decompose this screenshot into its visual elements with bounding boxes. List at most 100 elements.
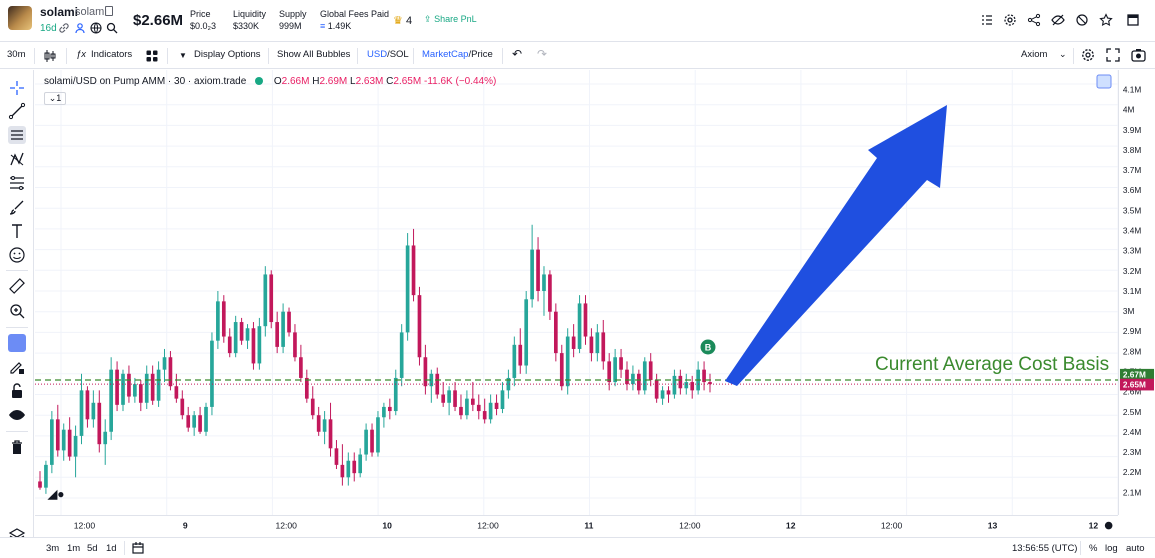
eye-icon[interactable] xyxy=(8,406,26,424)
candle[interactable] xyxy=(536,237,540,302)
candle[interactable] xyxy=(465,390,469,420)
candle[interactable] xyxy=(589,328,594,362)
candle[interactable] xyxy=(387,398,392,420)
candle[interactable] xyxy=(376,411,380,457)
candle[interactable] xyxy=(293,324,297,362)
list-icon[interactable] xyxy=(980,13,994,27)
candle[interactable] xyxy=(642,357,647,395)
trend-line-icon[interactable] xyxy=(8,102,26,120)
candle[interactable] xyxy=(637,369,641,395)
candle[interactable] xyxy=(316,406,321,436)
star-icon[interactable] xyxy=(1099,13,1113,27)
candle[interactable] xyxy=(204,402,208,436)
candle[interactable] xyxy=(257,317,262,370)
candle[interactable] xyxy=(571,324,576,358)
candle[interactable] xyxy=(577,295,582,354)
candle[interactable] xyxy=(530,224,534,308)
candle[interactable] xyxy=(287,307,291,337)
candle[interactable] xyxy=(554,303,558,362)
globe-icon[interactable] xyxy=(90,22,102,34)
link-icon[interactable] xyxy=(58,22,70,34)
candlestick-chart[interactable]: B ◢● xyxy=(35,70,1118,515)
candle[interactable] xyxy=(382,402,386,428)
candle[interactable] xyxy=(281,303,285,354)
candle[interactable] xyxy=(423,344,428,395)
buy-marker[interactable]: B xyxy=(700,339,716,355)
candle[interactable] xyxy=(186,406,191,432)
candle[interactable] xyxy=(61,423,66,461)
usd-option[interactable]: USD xyxy=(367,49,388,60)
candle[interactable] xyxy=(115,361,119,412)
candle[interactable] xyxy=(346,452,351,486)
timezone-marker[interactable] xyxy=(1104,521,1113,530)
redo-icon[interactable]: ↷ xyxy=(537,47,548,61)
brush-icon[interactable] xyxy=(8,198,26,216)
currency-toggle[interactable]: USD/SOL xyxy=(367,49,409,60)
candle[interactable] xyxy=(482,398,487,424)
candle[interactable] xyxy=(67,417,72,461)
candle[interactable] xyxy=(613,348,617,387)
log-toggle[interactable]: log xyxy=(1105,543,1118,554)
magnet-icon[interactable] xyxy=(8,334,26,352)
candle[interactable] xyxy=(470,382,475,412)
candle[interactable] xyxy=(275,311,280,354)
candle[interactable] xyxy=(328,402,333,457)
lock-icon[interactable] xyxy=(8,382,26,400)
show-all-bubbles-button[interactable]: Show All Bubbles xyxy=(277,49,351,60)
candle[interactable] xyxy=(654,373,659,403)
candle[interactable] xyxy=(399,324,404,387)
candle[interactable] xyxy=(702,361,706,391)
metric-toggle[interactable]: MarketCap/Price xyxy=(422,49,493,60)
candle[interactable] xyxy=(358,448,363,478)
candle[interactable] xyxy=(97,390,102,453)
candle[interactable] xyxy=(263,266,268,337)
candle[interactable] xyxy=(150,365,155,405)
candle[interactable] xyxy=(453,382,457,412)
candle[interactable] xyxy=(85,386,90,428)
range-5d[interactable]: 5d xyxy=(87,543,98,554)
range-1d[interactable]: 1d xyxy=(106,543,117,554)
fib-icon[interactable] xyxy=(8,174,26,192)
candle[interactable] xyxy=(44,460,48,494)
candle[interactable] xyxy=(79,373,84,445)
hide-icon[interactable] xyxy=(1051,13,1065,27)
trash-icon[interactable] xyxy=(8,438,26,456)
candle[interactable] xyxy=(192,411,196,436)
price-option[interactable]: /Price xyxy=(468,49,493,60)
candle[interactable] xyxy=(631,365,635,391)
price-axis[interactable]: 4.1M 4M 3.9M 3.8M 3.7M 3.6M 3.5M 3.4M 3.3M 3.2M 3.… xyxy=(1118,70,1155,515)
percent-toggle[interactable]: % xyxy=(1089,543,1098,554)
candle[interactable] xyxy=(595,324,600,362)
candle[interactable] xyxy=(269,270,274,329)
time-axis[interactable]: 12:00 9 12:00 10 12:00 11 12:00 12 12:00 13 12 xyxy=(35,515,1118,537)
candle[interactable] xyxy=(251,322,256,370)
candle[interactable] xyxy=(144,365,149,409)
candle[interactable] xyxy=(405,233,410,341)
auto-toggle[interactable]: auto xyxy=(1126,543,1145,554)
candle[interactable] xyxy=(447,386,451,416)
scale-icon[interactable] xyxy=(1096,74,1112,89)
camera-icon[interactable] xyxy=(1131,48,1146,62)
candle[interactable] xyxy=(322,411,327,445)
candle[interactable] xyxy=(310,386,315,420)
user-icon[interactable] xyxy=(74,22,86,34)
candle[interactable] xyxy=(548,270,552,320)
candle[interactable] xyxy=(103,419,108,465)
candle[interactable] xyxy=(518,328,523,374)
candle[interactable] xyxy=(304,369,309,403)
horizontal-lines-icon[interactable] xyxy=(8,126,26,144)
copy-icon[interactable] xyxy=(105,6,113,16)
candle[interactable] xyxy=(334,440,339,470)
candle[interactable] xyxy=(121,369,125,412)
candle[interactable] xyxy=(459,394,463,420)
candle[interactable] xyxy=(55,404,60,457)
candle[interactable] xyxy=(352,452,357,482)
candle[interactable] xyxy=(174,373,179,403)
candle[interactable] xyxy=(221,295,226,343)
candle[interactable] xyxy=(364,423,368,461)
candle[interactable] xyxy=(506,369,511,399)
candle[interactable] xyxy=(542,266,546,316)
candle[interactable] xyxy=(138,380,143,412)
range-3m[interactable]: 3m xyxy=(46,543,60,554)
share-icon[interactable] xyxy=(1027,13,1041,27)
